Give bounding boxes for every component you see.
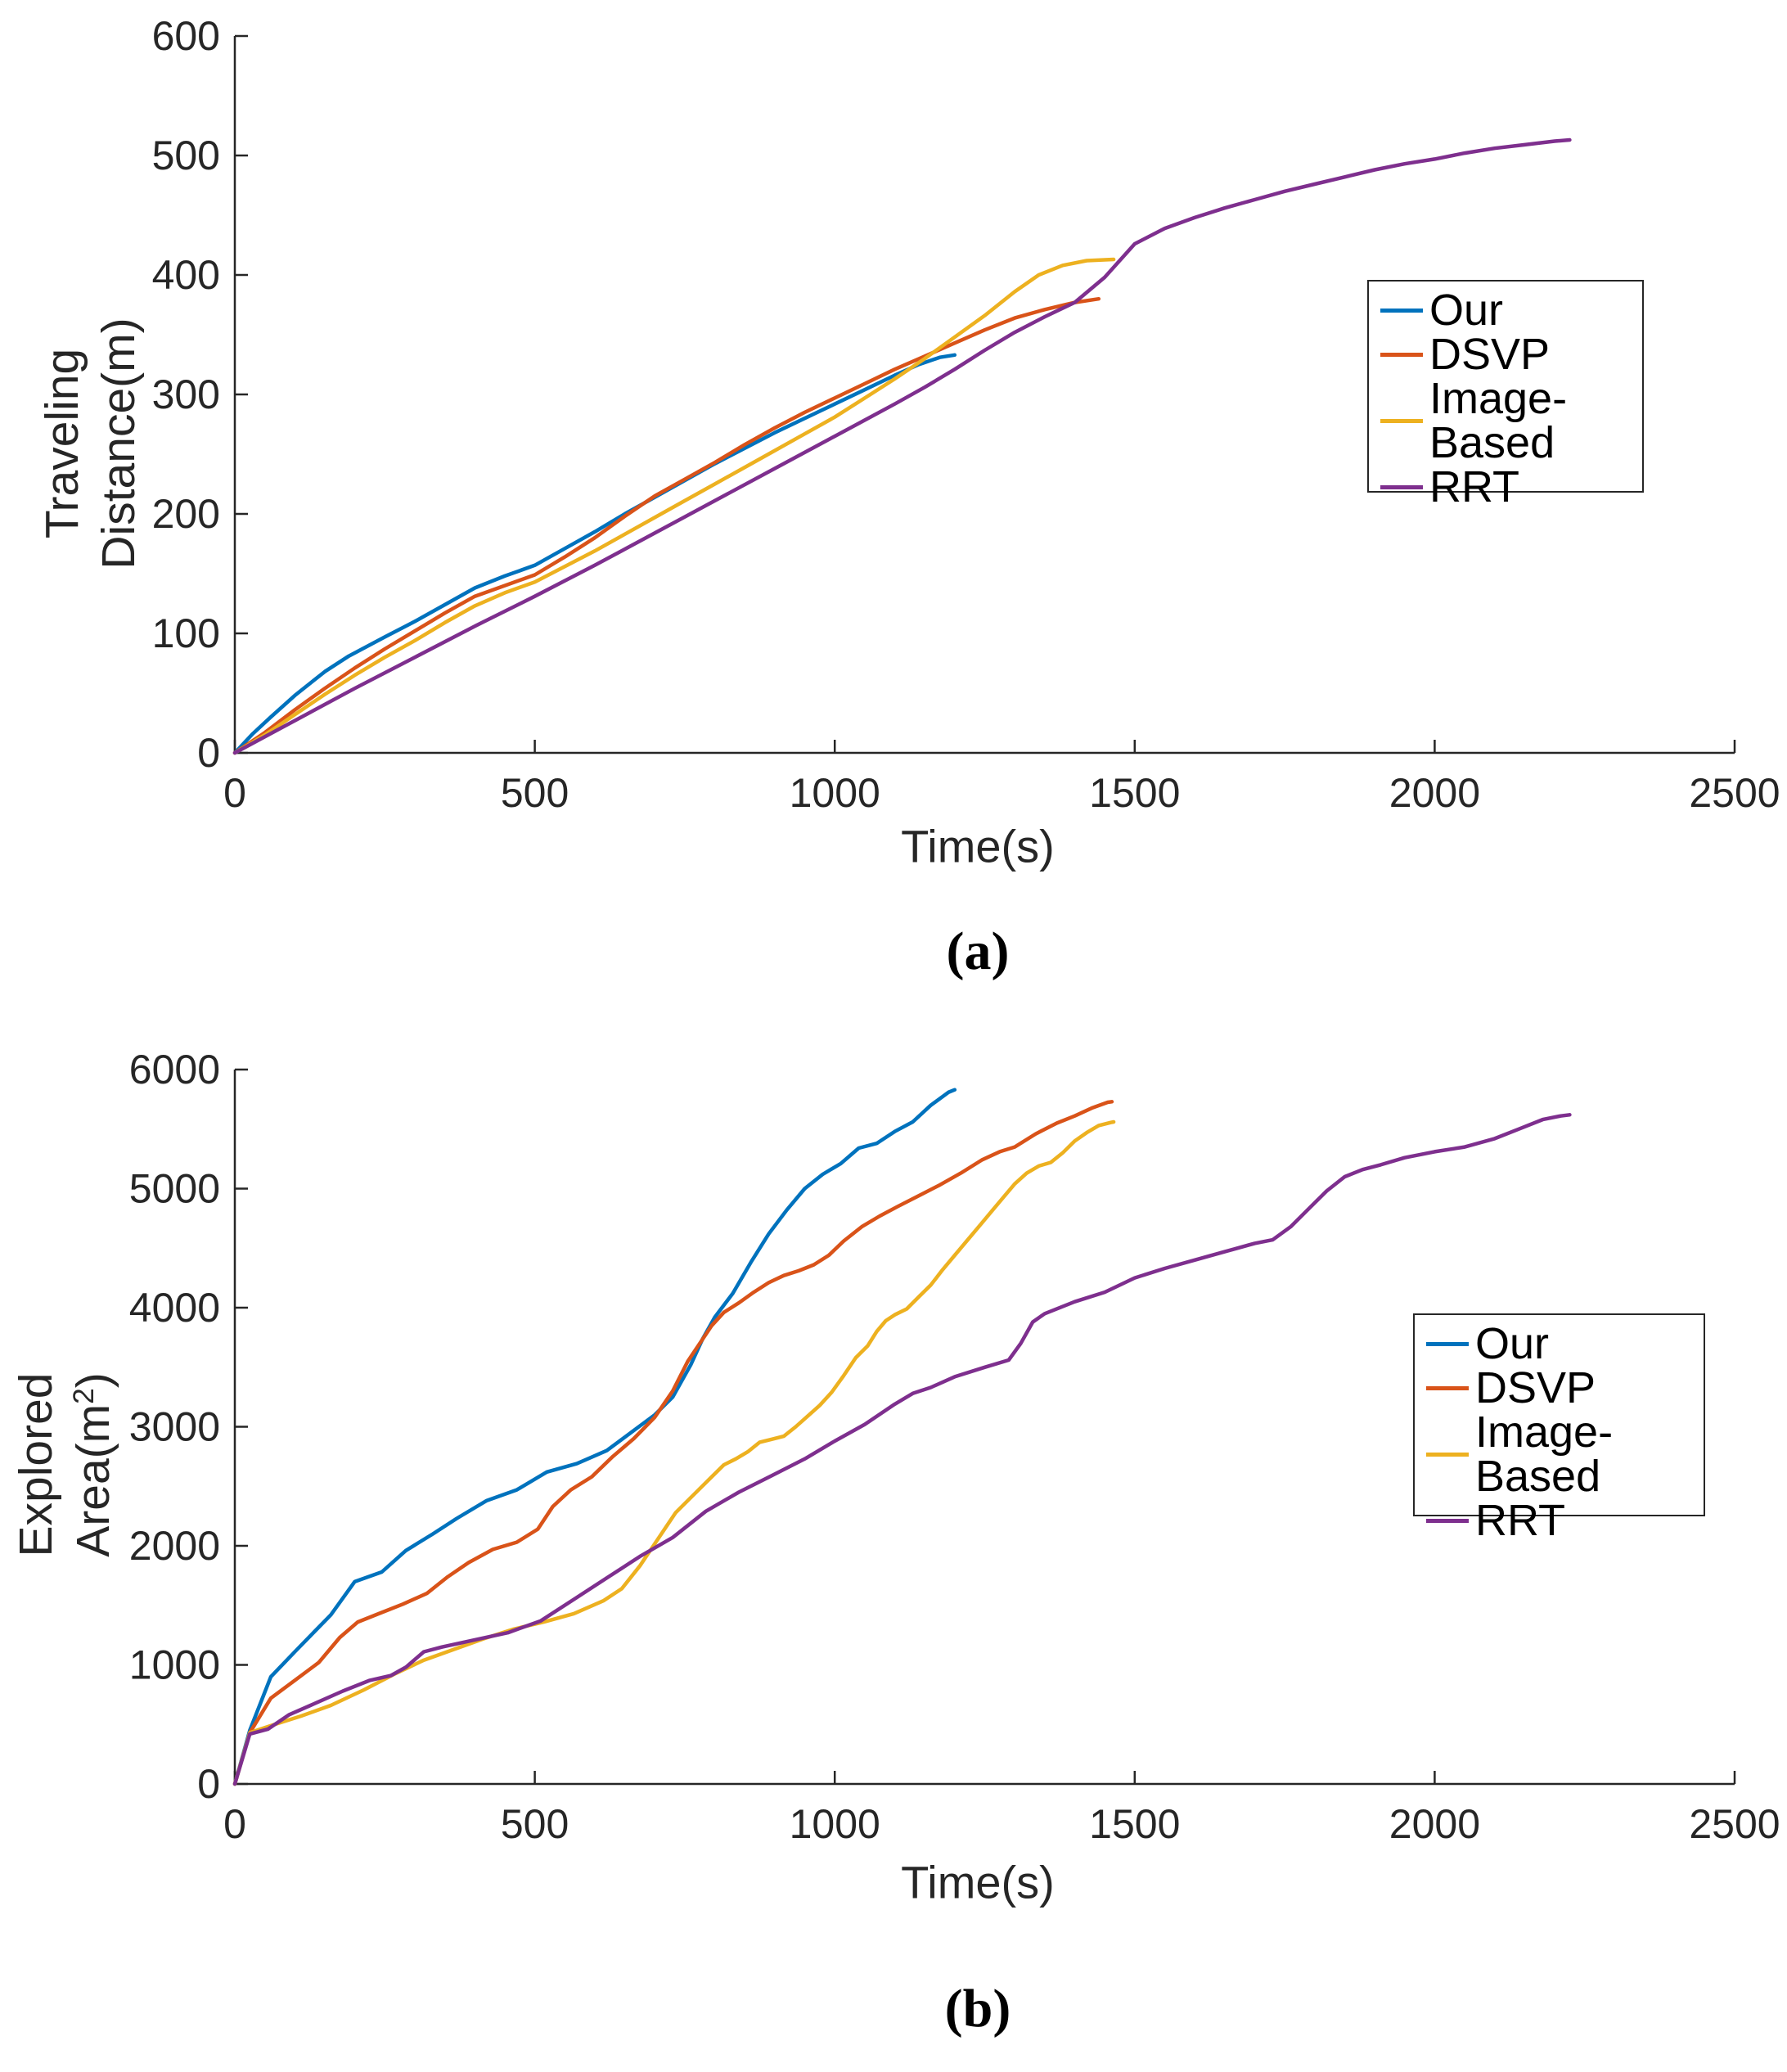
legend-line-sample-rrt bbox=[1426, 1518, 1469, 1523]
chart-b-legend: Our DSVP Image-Based RRT bbox=[1413, 1313, 1705, 1543]
series-line-rrt bbox=[232, 1113, 1572, 1786]
y-tick-label: 400 bbox=[152, 252, 220, 298]
chart-b-ylabel-line2: Area(m2) bbox=[66, 1372, 120, 1557]
x-tick-label: 2500 bbox=[1689, 770, 1780, 816]
x-tick-label: 2000 bbox=[1389, 1801, 1480, 1847]
chart-b-ylabel-area-prefix: Area(m bbox=[67, 1403, 119, 1557]
series-line-image-based bbox=[232, 257, 1116, 755]
legend-line-sample-rrt bbox=[1380, 484, 1423, 489]
y-tick-label: 600 bbox=[152, 13, 220, 59]
x-tick-label: 500 bbox=[501, 770, 569, 816]
legend-line-sample-image-based bbox=[1380, 418, 1423, 423]
legend-label: Our bbox=[1429, 286, 1504, 335]
chart-b-caption: (b) bbox=[944, 1979, 1011, 2038]
y-tick-label: 6000 bbox=[129, 1047, 220, 1092]
legend-label: Image-Based bbox=[1429, 374, 1568, 467]
legend-item: DSVP bbox=[1426, 1366, 1704, 1410]
legend-item: Image-Based bbox=[1380, 376, 1642, 465]
y-tick-label: 300 bbox=[152, 372, 220, 417]
y-tick-label: 4000 bbox=[129, 1285, 220, 1331]
chart-b-ylabel-line1: Explored bbox=[10, 1372, 62, 1557]
legend-line-sample-image-based bbox=[1426, 1452, 1469, 1457]
legend-item: RRT bbox=[1380, 465, 1642, 509]
legend-label: Image-Based bbox=[1475, 1408, 1614, 1501]
x-tick-label: 500 bbox=[501, 1801, 569, 1847]
legend-item: Our bbox=[1426, 1322, 1704, 1366]
y-tick-label: 5000 bbox=[129, 1166, 220, 1212]
legend-line-sample-dsvp bbox=[1380, 352, 1423, 357]
series-line-dsvp bbox=[232, 1100, 1114, 1786]
legend-label: Our bbox=[1475, 1319, 1550, 1368]
x-tick-label: 0 bbox=[223, 770, 246, 816]
legend-item: Our bbox=[1380, 288, 1642, 332]
y-tick-label: 0 bbox=[197, 1761, 220, 1807]
x-tick-label: 2500 bbox=[1689, 1801, 1780, 1847]
y-tick-label: 100 bbox=[152, 610, 220, 656]
series-line-our bbox=[232, 353, 957, 755]
chart-a-legend: Our DSVP Image-Based RRT bbox=[1367, 280, 1644, 509]
legend-label: RRT bbox=[1475, 1496, 1566, 1545]
y-tick-label: 3000 bbox=[129, 1404, 220, 1450]
x-tick-label: 1000 bbox=[790, 1801, 880, 1847]
series-line-rrt bbox=[232, 137, 1572, 755]
chart-a-ylabel-line1: Traveling bbox=[36, 348, 88, 539]
legend-line-sample-dsvp bbox=[1426, 1385, 1469, 1390]
y-tick-label: 500 bbox=[152, 133, 220, 178]
chart-b-ylabel-area-sup: 2 bbox=[67, 1388, 100, 1404]
legend-item: Image-Based bbox=[1426, 1410, 1704, 1498]
legend-line-sample-our bbox=[1380, 308, 1423, 313]
legend-label: DSVP bbox=[1429, 330, 1551, 379]
y-tick-label: 0 bbox=[197, 730, 220, 776]
x-tick-label: 2000 bbox=[1389, 770, 1480, 816]
y-tick-label: 200 bbox=[152, 491, 220, 537]
chart-a-ylabel-line2: Distance(m) bbox=[92, 318, 145, 570]
x-tick-label: 0 bbox=[223, 1801, 246, 1847]
x-tick-label: 1000 bbox=[790, 770, 880, 816]
legend-item: DSVP bbox=[1380, 332, 1642, 376]
series-line-image-based bbox=[232, 1119, 1116, 1786]
legend-label: DSVP bbox=[1475, 1363, 1596, 1412]
x-tick-label: 1500 bbox=[1089, 1801, 1180, 1847]
chart-b-plot: 0 500 1000 1500 2000 2500 0 1000 2000 3000 4000 500… bbox=[129, 1047, 1780, 1847]
series-line-our bbox=[232, 1088, 957, 1786]
chart-b-ylabel-area-suffix: ) bbox=[67, 1372, 119, 1389]
y-tick-label: 1000 bbox=[129, 1642, 220, 1688]
y-tick-label: 2000 bbox=[129, 1523, 220, 1569]
x-tick-label: 1500 bbox=[1089, 770, 1180, 816]
chart-a-caption: (a) bbox=[946, 921, 1010, 981]
chart-a-xlabel: Time(s) bbox=[901, 820, 1055, 872]
legend-line-sample-our bbox=[1426, 1341, 1469, 1346]
chart-a-plot: 0 500 1000 1500 2000 2500 0 100 200 300 400 500 600 bbox=[152, 13, 1780, 816]
chart-b-xlabel: Time(s) bbox=[901, 1856, 1055, 1908]
series-line-dsvp bbox=[232, 296, 1101, 755]
legend-label: RRT bbox=[1429, 462, 1520, 511]
legend-item: RRT bbox=[1426, 1498, 1704, 1543]
